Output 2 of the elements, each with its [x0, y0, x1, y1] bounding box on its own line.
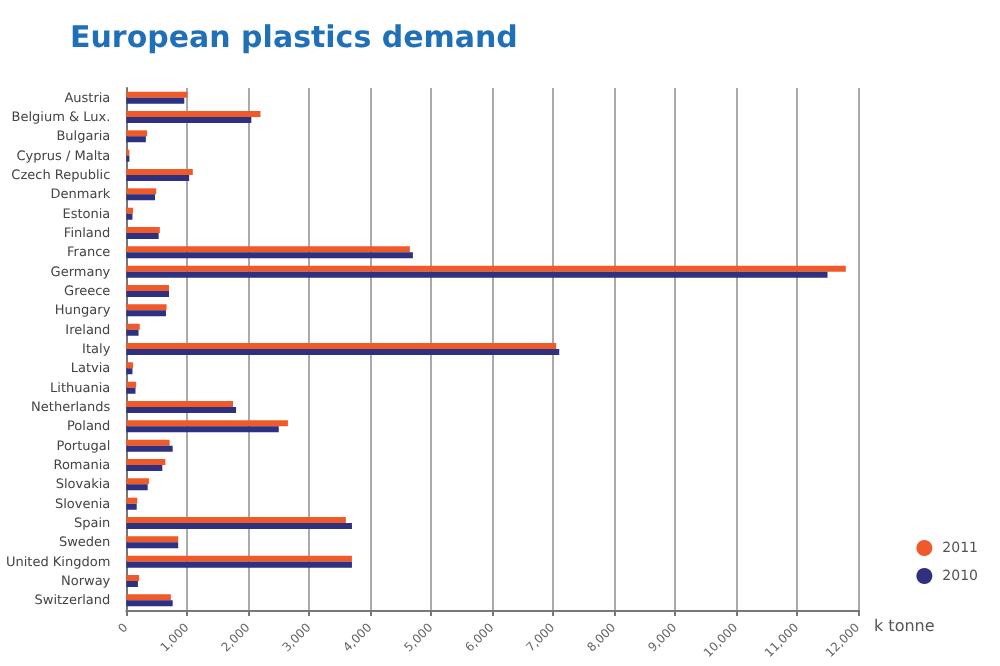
chart-title: European plastics demand [70, 19, 518, 55]
x-axis-title: k tonne [874, 617, 935, 635]
